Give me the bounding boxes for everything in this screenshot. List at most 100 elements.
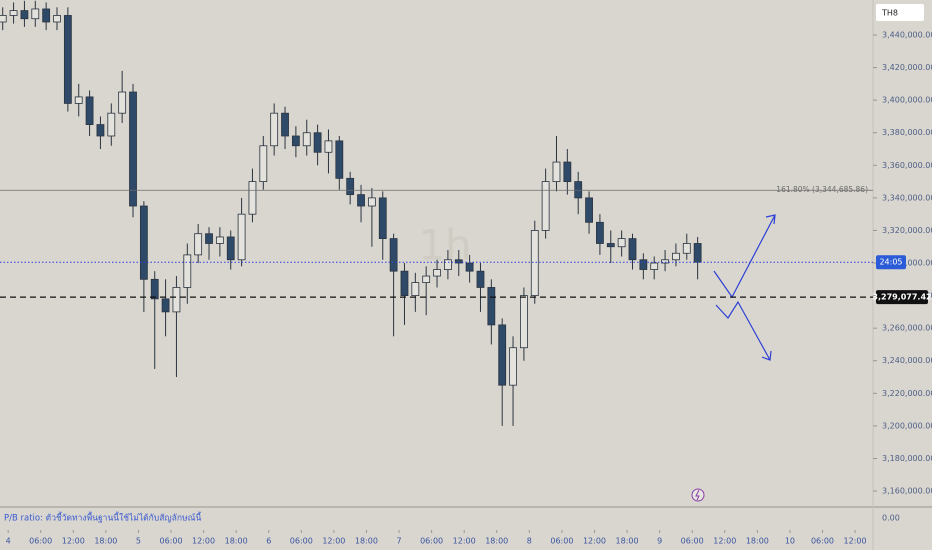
alert-icon[interactable] bbox=[691, 488, 705, 502]
candle-body-up bbox=[422, 275, 431, 283]
x-tick-label: 12:00 bbox=[453, 537, 476, 546]
candle-body-up bbox=[541, 181, 550, 231]
candle-body-down bbox=[291, 135, 300, 147]
candle-body-down bbox=[85, 96, 94, 125]
x-tick-label: 18:00 bbox=[225, 537, 248, 546]
candle-body-up bbox=[118, 91, 127, 114]
candle-body-up bbox=[237, 213, 246, 261]
x-tick-label: 06:00 bbox=[681, 537, 704, 546]
x-tick-label: 12:00 bbox=[192, 537, 215, 546]
candle-body-down bbox=[205, 233, 213, 244]
x-tick-label: 6 bbox=[266, 537, 271, 546]
candle-body-up bbox=[259, 145, 268, 182]
fib-level-label: 161.80% (3,344,685.86) bbox=[776, 185, 868, 194]
candle-body-up bbox=[194, 233, 203, 256]
candle-body-down bbox=[150, 278, 159, 300]
candle-body-up bbox=[0, 15, 7, 23]
x-tick-label: 4 bbox=[6, 537, 11, 546]
candle-body-down bbox=[693, 243, 702, 263]
alert-circle[interactable] bbox=[691, 488, 705, 502]
marked-level-box bbox=[876, 290, 928, 305]
candle-body-down bbox=[313, 132, 322, 153]
candles bbox=[0, 0, 702, 426]
candle-body-down bbox=[139, 205, 148, 280]
x-tick-label: 8 bbox=[527, 537, 532, 546]
candle-body-up bbox=[661, 259, 669, 264]
candle-body-up bbox=[215, 236, 224, 244]
y-tick-label: 3,440,000.00 bbox=[882, 31, 932, 40]
indicator-tick-label: 0.00 bbox=[882, 514, 900, 523]
candle-body-down bbox=[42, 8, 51, 23]
candle-body-down bbox=[96, 124, 105, 137]
x-tick-label: 9 bbox=[657, 537, 662, 546]
candle-body-down bbox=[129, 91, 137, 207]
y-tick-label: 3,220,000.00 bbox=[882, 389, 932, 398]
candle-body-down bbox=[498, 324, 507, 386]
x-tick-label: 06:00 bbox=[550, 537, 573, 546]
candle-body-down bbox=[226, 236, 235, 261]
x-tick-label: 18:00 bbox=[94, 537, 117, 546]
candle-body-up bbox=[324, 140, 333, 153]
candle-body-up bbox=[31, 8, 40, 20]
candle-body-down bbox=[400, 270, 409, 297]
candle-body-down bbox=[596, 221, 604, 244]
x-tick-label: 06:00 bbox=[420, 537, 443, 546]
y-tick-label: 3,200,000.00 bbox=[882, 421, 932, 430]
countdown: 24:05 bbox=[879, 258, 902, 267]
x-tick-label: 7 bbox=[396, 537, 401, 546]
candle-body-up bbox=[672, 252, 680, 261]
x-tick-label: 18:00 bbox=[746, 537, 769, 546]
y-tick-label: 3,400,000.00 bbox=[882, 96, 932, 105]
x-tick-label: 18:00 bbox=[355, 537, 378, 546]
candle-body-down bbox=[378, 197, 387, 239]
candle-body-down bbox=[335, 140, 344, 179]
y-tick-label: 3,320,000.00 bbox=[882, 226, 932, 235]
candle-body-up bbox=[74, 96, 83, 104]
candle-body-down bbox=[476, 270, 485, 288]
arrow-up-head bbox=[765, 214, 776, 225]
candle-body-up bbox=[433, 269, 441, 277]
candle-body-up bbox=[682, 243, 691, 254]
x-tick-label: 06:00 bbox=[290, 537, 313, 546]
x-tick-label: 06:00 bbox=[29, 537, 52, 546]
candle-body-up bbox=[302, 132, 311, 147]
candle-body-up bbox=[520, 295, 528, 349]
y-tick-label: 3,340,000.00 bbox=[882, 193, 932, 202]
candle-body-down bbox=[357, 194, 365, 207]
candle-body-down bbox=[465, 262, 474, 272]
x-tick-label: 12:00 bbox=[62, 537, 85, 546]
symbol: TH8 bbox=[881, 9, 898, 18]
y-tick-label: 3,360,000.00 bbox=[882, 161, 932, 170]
candle-body-up bbox=[367, 197, 376, 207]
candle-body-up bbox=[172, 287, 181, 313]
x-tick-label: 12:00 bbox=[713, 537, 736, 546]
candle-body-up bbox=[183, 254, 192, 288]
candle-body-up bbox=[509, 347, 517, 386]
candle-body-down bbox=[574, 181, 583, 199]
candle-body-up bbox=[248, 181, 257, 215]
x-tick-label: 12:00 bbox=[322, 537, 345, 546]
x-tick-label: 12:00 bbox=[583, 537, 606, 546]
candle-body-down bbox=[20, 10, 29, 20]
y-tick-label: 3,180,000.00 bbox=[882, 454, 932, 463]
candle-body-up bbox=[9, 10, 18, 16]
candle-body-down bbox=[628, 238, 637, 261]
candle-body-down bbox=[606, 243, 615, 248]
candle-body-down bbox=[585, 197, 593, 223]
candle-body-up bbox=[270, 112, 279, 147]
alert-bolt bbox=[695, 489, 700, 501]
candle-body-up bbox=[617, 238, 626, 248]
symbol-box bbox=[876, 4, 924, 21]
candle-body-down bbox=[487, 287, 496, 326]
y-tick-label: 3,240,000.00 bbox=[882, 356, 932, 365]
candle-body-up bbox=[530, 230, 539, 297]
candle-body-up bbox=[107, 112, 116, 137]
candle-body-up bbox=[650, 262, 659, 270]
x-tick-label: 06:00 bbox=[159, 537, 182, 546]
y-tick-label: 3,300,000.00 bbox=[882, 259, 932, 268]
candle-body-down bbox=[161, 298, 170, 313]
candle-body-down bbox=[563, 161, 572, 182]
y-tick-label: 3,420,000.00 bbox=[882, 63, 932, 72]
candle-body-down bbox=[639, 259, 648, 270]
